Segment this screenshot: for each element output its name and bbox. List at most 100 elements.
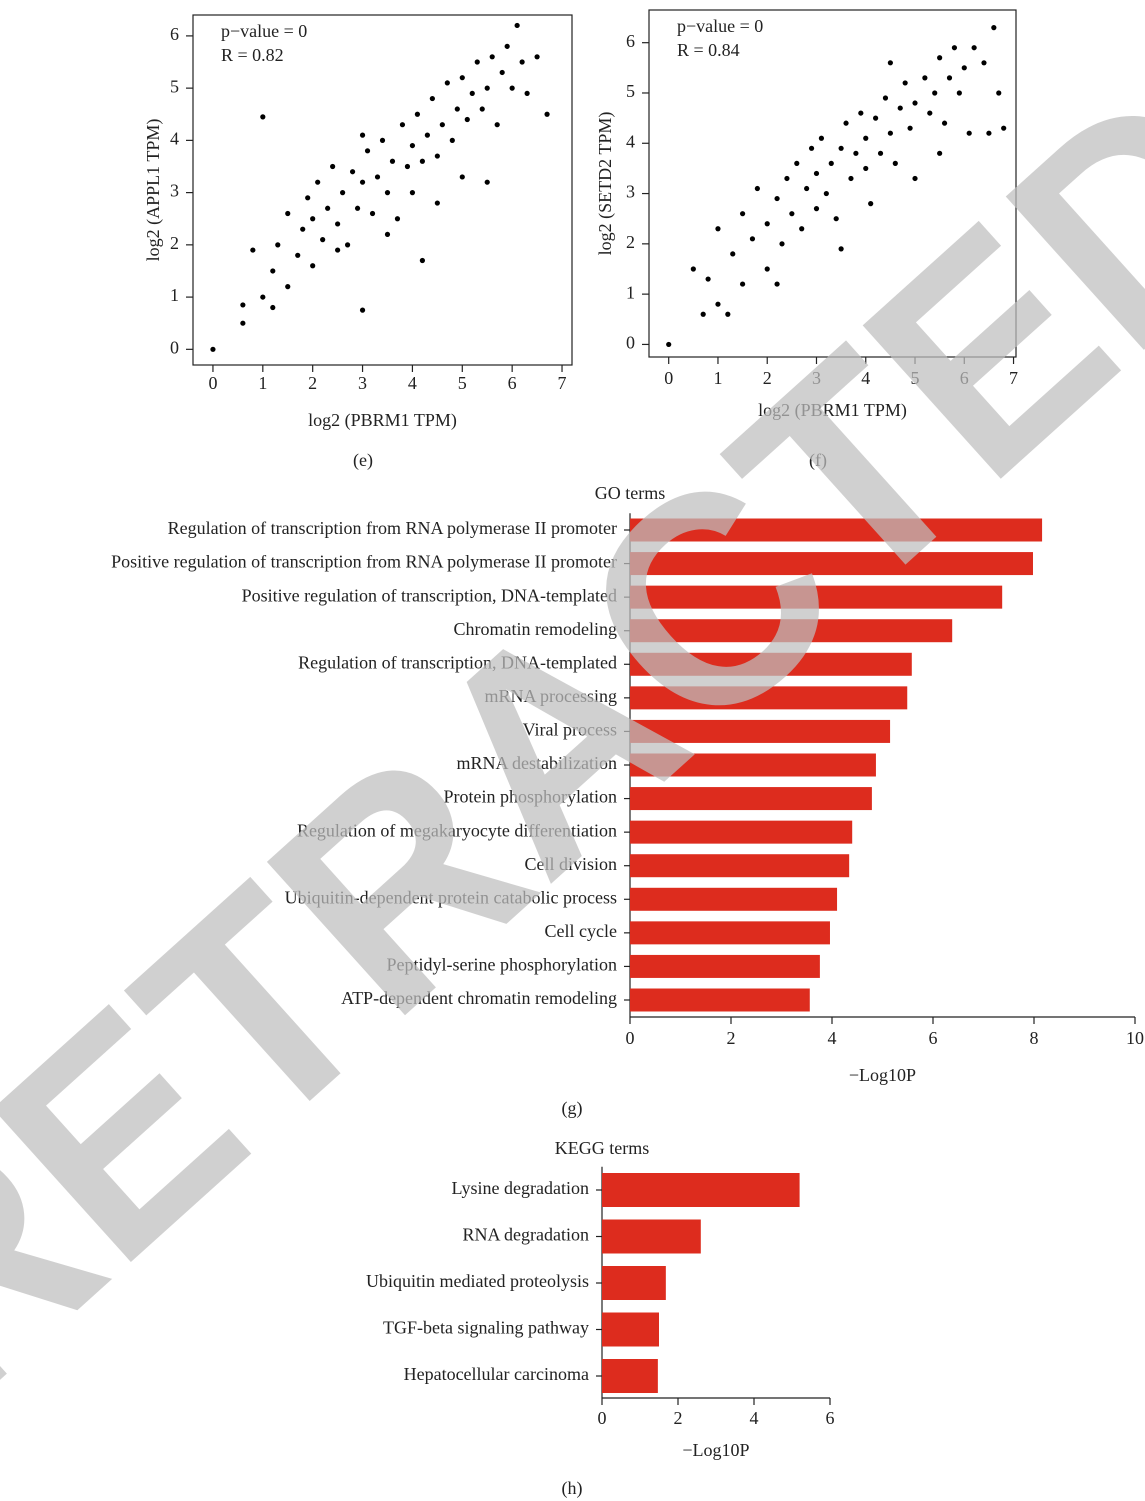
point [240, 320, 246, 326]
point [424, 132, 430, 138]
x-tick-label: 5 [911, 368, 920, 388]
point [907, 125, 913, 131]
bar [630, 719, 891, 743]
point [725, 311, 731, 317]
point [474, 59, 480, 65]
point [484, 179, 490, 185]
point [941, 120, 948, 126]
point [996, 90, 1002, 96]
x-tick-label: 0 [664, 368, 673, 388]
point [956, 90, 962, 96]
point [912, 100, 918, 106]
point [409, 142, 416, 149]
category-label: RNA degradation [463, 1225, 589, 1245]
point [439, 122, 445, 128]
bar [630, 921, 830, 945]
x-tick-label: 4 [828, 1028, 837, 1048]
point [922, 75, 928, 81]
category-label: Regulation of transcription, DNA-templat… [298, 652, 617, 672]
category-label: Regulation of megakaryocyte differentiat… [297, 820, 617, 840]
category-label: TGF-beta signaling pathway [383, 1318, 589, 1338]
point [779, 241, 785, 247]
plot-frame [192, 14, 573, 366]
category-label: Positive regulation of transcription fro… [111, 552, 617, 572]
point [305, 195, 311, 201]
point [409, 190, 416, 196]
point [823, 190, 829, 197]
category-label: mRNA destabilization [457, 753, 617, 773]
point [310, 263, 316, 269]
point [524, 90, 530, 96]
point [863, 165, 869, 172]
point [808, 145, 815, 151]
bar [630, 820, 853, 844]
y-tick-label: 6 [626, 31, 635, 51]
point [544, 111, 550, 117]
point [384, 190, 391, 196]
panel-label: (e) [353, 450, 373, 471]
bar [630, 753, 876, 777]
point [838, 145, 844, 151]
x-axis-label: −Log10P [682, 1440, 749, 1460]
point [833, 216, 839, 222]
point [887, 60, 893, 66]
point [285, 210, 291, 217]
point [464, 116, 470, 123]
point [868, 201, 874, 207]
bar [630, 954, 820, 978]
point [250, 247, 256, 253]
point [419, 257, 425, 264]
point [374, 174, 381, 180]
chart-title: KEGG terms [555, 1138, 649, 1158]
point [789, 211, 795, 217]
x-axis-label: log2 (PBRM1 TPM) [308, 410, 457, 431]
x-tick-label: 0 [208, 373, 217, 393]
point [399, 122, 406, 128]
point [494, 122, 500, 128]
category-label: Ubiquitin mediated proteolysis [366, 1271, 589, 1291]
point [981, 60, 987, 66]
point [937, 150, 943, 156]
point [459, 174, 465, 180]
point [932, 90, 938, 96]
point [848, 175, 854, 182]
y-tick-label: 3 [170, 181, 179, 201]
point [700, 311, 706, 317]
y-tick-label: 1 [170, 285, 179, 305]
category-label: mRNA processing [485, 686, 618, 706]
x-axis-label: log2 (PBRM1 TPM) [758, 400, 907, 421]
x-tick-label: 1 [713, 368, 722, 388]
point [986, 130, 992, 136]
point [666, 341, 672, 348]
x-tick-label: 7 [558, 373, 567, 393]
point [434, 153, 440, 159]
y-tick-label: 0 [626, 333, 635, 353]
point [285, 284, 291, 290]
x-tick-label: 6 [826, 1408, 835, 1428]
x-tick-label: 6 [960, 368, 969, 388]
point [384, 231, 391, 238]
point [364, 148, 371, 154]
panel-label: (g) [562, 1098, 583, 1119]
point [310, 216, 316, 222]
category-label: Viral process [523, 720, 617, 740]
bar [630, 686, 908, 710]
annotation: p−value = 0 [221, 21, 307, 41]
point [295, 252, 301, 258]
point [828, 160, 834, 166]
annotation: p−value = 0 [677, 16, 763, 36]
point [320, 237, 326, 243]
point [459, 75, 465, 81]
chart-title: GO terms [595, 483, 666, 503]
x-tick-label: 7 [1009, 368, 1018, 388]
point [349, 169, 356, 175]
bar [630, 787, 872, 811]
point [813, 206, 820, 212]
y-tick-label: 1 [626, 282, 635, 302]
x-tick-label: 4 [861, 368, 870, 388]
point [519, 59, 525, 65]
bar [602, 1219, 701, 1254]
bar [602, 1173, 800, 1207]
point [715, 301, 721, 307]
